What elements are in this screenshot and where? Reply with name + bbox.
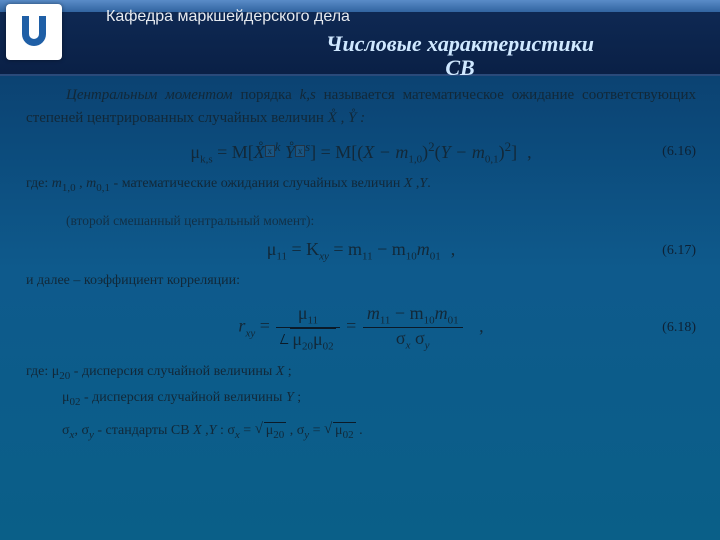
title-line2: СВ [260, 56, 660, 80]
line-correlation: и далее – коэффициент корреляции: [26, 273, 696, 289]
where-line-1: где: m1,0 , m0,1 - математические ожидан… [26, 176, 696, 194]
equation-6-17: μ11 = Kxy = m11 − m10m01, (6.17) [26, 239, 696, 263]
where-standards: σx, σy - стандарты СВ X ,Y : σx = μ20 , … [26, 422, 696, 441]
artifact-icon: x [295, 145, 305, 157]
equation-6-18: rxy = μ11 μ20μ02 = m11 − m10m01 σx σy , … [26, 303, 696, 352]
equation-number: (6.17) [662, 243, 696, 259]
title-line1: Числовые характеристики [326, 31, 594, 56]
equation-number: (6.16) [662, 144, 696, 160]
slide-title: Числовые характеристики СВ [0, 32, 660, 80]
department-label: Кафедра маркшейдерского дела [106, 8, 350, 26]
term-central-moment: Центральным моментом [66, 87, 233, 103]
where-dispersion-x: где: μ20 - дисперсия случайной величины … [26, 364, 696, 382]
paragraph-central-moment: Центральным моментом порядка k,s называе… [26, 84, 696, 129]
where-dispersion-y: μ02 - дисперсия случайной величины Y ; [26, 390, 696, 408]
artifact-icon: x [265, 145, 275, 157]
content-area: Центральным моментом порядка k,s называе… [26, 84, 696, 520]
equation-6-16: μk,s = M[X̊xk Y̊xs] = M[(X − m1,0)2(Y − … [26, 139, 696, 166]
header-bar: Кафедра маркшейдерского дела Числовые ха… [0, 0, 720, 76]
note-second-moment: (второй смешанный центральный момент): [26, 213, 696, 229]
equation-number: (6.18) [662, 320, 696, 336]
